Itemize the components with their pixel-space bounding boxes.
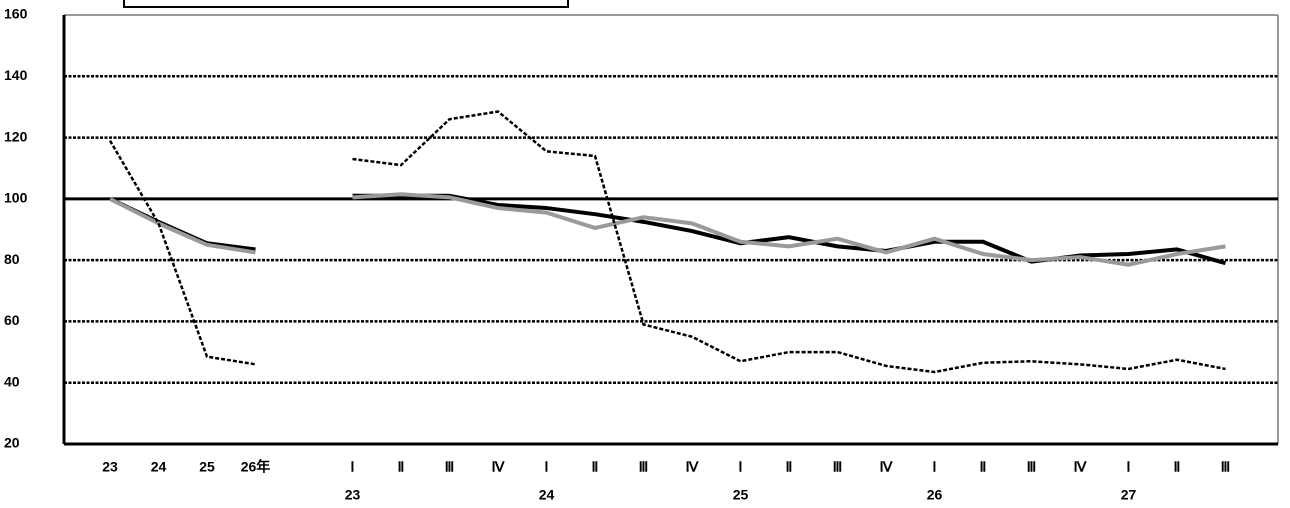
x-tick-label: Ⅳ xyxy=(1074,459,1088,475)
x-group-label: 25 xyxy=(733,487,749,503)
series-line xyxy=(108,110,1226,374)
x-tick-label: Ⅱ xyxy=(1174,459,1181,475)
y-tick-label: 20 xyxy=(4,435,20,451)
x-tick-label: Ⅱ xyxy=(980,459,987,475)
y-tick-label: 60 xyxy=(4,312,20,328)
x-tick-label: Ⅰ xyxy=(932,459,936,475)
x-tick-label: Ⅳ xyxy=(880,459,894,475)
x-tick-label: Ⅳ xyxy=(686,459,700,475)
x-group-label: 26 xyxy=(927,487,943,503)
x-tick-label: Ⅱ xyxy=(786,459,793,475)
x-tick-label: Ⅲ xyxy=(833,459,843,475)
x-tick-label: Ⅲ xyxy=(639,459,649,475)
x-tick-label: 26年 xyxy=(241,459,271,475)
x-tick-label: Ⅳ xyxy=(492,459,506,475)
x-group-label: 23 xyxy=(345,487,361,503)
x-tick-label: 23 xyxy=(102,459,118,475)
legend-box xyxy=(123,0,569,8)
x-tick-label: Ⅲ xyxy=(1027,459,1037,475)
series-line xyxy=(109,193,1227,266)
x-group-label: 24 xyxy=(539,487,555,503)
x-tick-label: Ⅲ xyxy=(1221,459,1231,475)
x-tick-label: Ⅰ xyxy=(350,459,354,475)
x-tick-label: Ⅰ xyxy=(1126,459,1130,475)
y-tick-label: 40 xyxy=(4,373,20,389)
y-tick-label: 160 xyxy=(4,6,28,22)
x-tick-label: Ⅰ xyxy=(738,459,742,475)
y-tick-label: 120 xyxy=(4,128,28,144)
y-tick-label: 100 xyxy=(4,190,28,206)
y-tick-label: 80 xyxy=(4,251,20,267)
x-group-label: 27 xyxy=(1121,487,1137,503)
x-tick-label: Ⅱ xyxy=(592,459,599,475)
series-line xyxy=(109,192,1226,267)
x-tick-label: Ⅱ xyxy=(398,459,405,475)
x-tick-label: Ⅰ xyxy=(544,459,548,475)
y-tick-label: 140 xyxy=(4,67,28,83)
x-tick-label: 24 xyxy=(151,459,167,475)
x-tick-label: Ⅲ xyxy=(445,459,455,475)
x-tick-label: 25 xyxy=(199,459,215,475)
